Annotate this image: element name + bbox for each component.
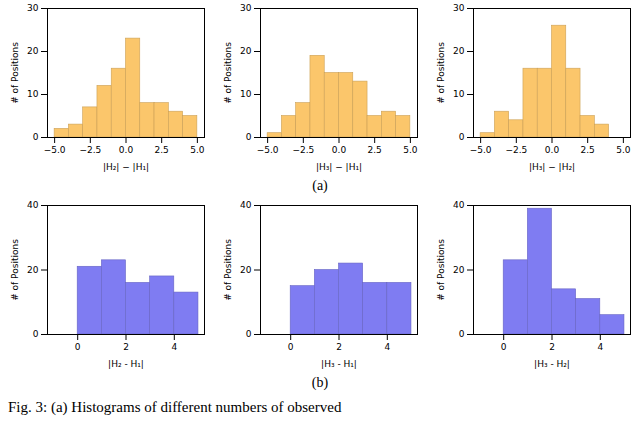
svg-text:|H₃ - H₂|: |H₃ - H₂|: [534, 359, 570, 369]
html-text:(a): (a): [312, 178, 328, 193]
svg-text:0: 0: [245, 132, 251, 142]
svg-text:# of Positions: # of Positions: [9, 239, 19, 301]
svg-text:10: 10: [240, 89, 252, 99]
svg-text:−2.5: −2.5: [505, 145, 527, 155]
svg-text:2.5: 2.5: [154, 145, 168, 155]
svg-text:# of Positions: # of Positions: [222, 42, 232, 104]
svg-text:2.5: 2.5: [580, 145, 594, 155]
svg-text:2: 2: [549, 342, 555, 352]
svg-text:# of Positions: # of Positions: [435, 239, 445, 301]
svg-text:30: 30: [240, 3, 252, 13]
svg-text:0: 0: [458, 132, 464, 142]
svg-text:|H₂| − |H₁|: |H₂| − |H₁|: [102, 162, 148, 172]
svg-text:20: 20: [240, 46, 252, 56]
svg-text:30: 30: [453, 3, 465, 13]
svg-text:4: 4: [171, 342, 177, 352]
svg-text:−2.5: −2.5: [79, 145, 101, 155]
svg-text:|H₃ - H₁|: |H₃ - H₁|: [321, 359, 357, 369]
svg-text:20: 20: [453, 265, 465, 275]
svg-text:20: 20: [27, 265, 39, 275]
svg-text:0.0: 0.0: [118, 145, 133, 155]
svg-text:40: 40: [240, 200, 252, 210]
svg-text:# of Positions: # of Positions: [9, 42, 19, 104]
svg-text:−5.0: −5.0: [43, 145, 65, 155]
svg-text:0.0: 0.0: [544, 145, 559, 155]
html-text:(b): (b): [311, 375, 329, 390]
svg-text:0: 0: [32, 329, 38, 339]
svg-text:40: 40: [27, 200, 39, 210]
svg-text:0: 0: [287, 342, 293, 352]
svg-text:2.5: 2.5: [367, 145, 381, 155]
svg-text:0: 0: [245, 329, 251, 339]
svg-text:40: 40: [453, 200, 465, 210]
svg-text:−5.0: −5.0: [256, 145, 278, 155]
svg-text:0: 0: [74, 342, 80, 352]
svg-text:4: 4: [384, 342, 390, 352]
svg-text:2: 2: [336, 342, 342, 352]
svg-text:# of Positions: # of Positions: [222, 239, 232, 301]
svg-text:−5.0: −5.0: [469, 145, 491, 155]
svg-text:0: 0: [500, 342, 506, 352]
svg-text:30: 30: [27, 3, 39, 13]
svg-text:20: 20: [453, 46, 465, 56]
svg-text:10: 10: [453, 89, 465, 99]
svg-text:10: 10: [27, 89, 39, 99]
svg-text:5.0: 5.0: [616, 145, 631, 155]
svg-text:0.0: 0.0: [331, 145, 346, 155]
svg-text:0: 0: [32, 132, 38, 142]
svg-text:5.0: 5.0: [190, 145, 205, 155]
svg-text:20: 20: [27, 46, 39, 56]
svg-text:# of Positions: # of Positions: [435, 42, 445, 104]
svg-text:0: 0: [458, 329, 464, 339]
svg-text:|H₃| − |H₂|: |H₃| − |H₂|: [528, 162, 574, 172]
svg-text:2: 2: [123, 342, 129, 352]
svg-text:20: 20: [240, 265, 252, 275]
svg-text:|H₂ - H₁|: |H₂ - H₁|: [108, 359, 144, 369]
html-text:Fig. 3: (a) Histograms of diff: Fig. 3: (a) Histograms of different numb…: [8, 399, 342, 415]
svg-text:|H₃| − |H₁|: |H₃| − |H₁|: [315, 162, 361, 172]
svg-text:5.0: 5.0: [403, 145, 418, 155]
svg-text:4: 4: [597, 342, 603, 352]
svg-text:−2.5: −2.5: [292, 145, 314, 155]
